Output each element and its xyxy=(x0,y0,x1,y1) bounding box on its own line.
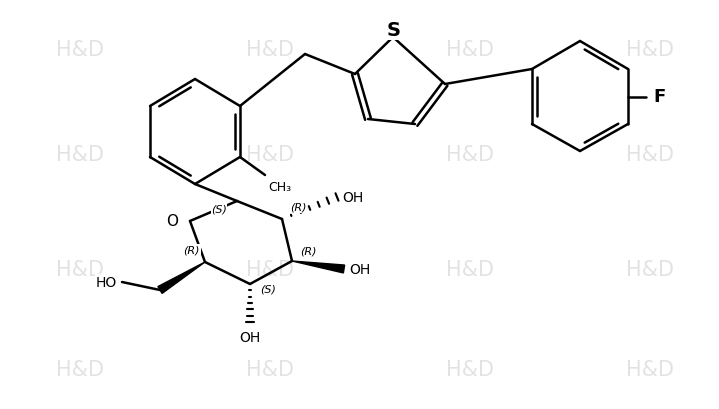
Text: H&D: H&D xyxy=(56,145,104,164)
Text: H&D: H&D xyxy=(246,359,294,379)
Text: H&D: H&D xyxy=(446,359,494,379)
Text: H&D: H&D xyxy=(246,40,294,60)
Text: S: S xyxy=(387,21,401,40)
Text: H&D: H&D xyxy=(246,259,294,279)
Text: H&D: H&D xyxy=(626,259,674,279)
Text: H&D: H&D xyxy=(626,40,674,60)
Text: H&D: H&D xyxy=(446,145,494,164)
Text: H&D: H&D xyxy=(626,359,674,379)
Text: (R): (R) xyxy=(290,202,306,213)
Text: (R): (R) xyxy=(183,245,200,255)
Text: (S): (S) xyxy=(260,284,276,294)
Text: OH: OH xyxy=(239,330,260,344)
Text: H&D: H&D xyxy=(446,40,494,60)
Text: O: O xyxy=(166,214,178,229)
Text: (S): (S) xyxy=(211,204,227,214)
Text: H&D: H&D xyxy=(246,145,294,164)
Text: CH₃: CH₃ xyxy=(268,180,291,193)
Text: OH: OH xyxy=(349,262,370,276)
Text: H&D: H&D xyxy=(626,145,674,164)
Text: HO: HO xyxy=(96,275,117,289)
Text: H&D: H&D xyxy=(446,259,494,279)
Polygon shape xyxy=(292,261,344,273)
Text: H&D: H&D xyxy=(56,259,104,279)
Text: H&D: H&D xyxy=(56,359,104,379)
Text: OH: OH xyxy=(342,191,363,204)
Text: H&D: H&D xyxy=(56,40,104,60)
Polygon shape xyxy=(158,262,205,294)
Text: F: F xyxy=(653,88,665,106)
Text: (R): (R) xyxy=(300,246,316,256)
